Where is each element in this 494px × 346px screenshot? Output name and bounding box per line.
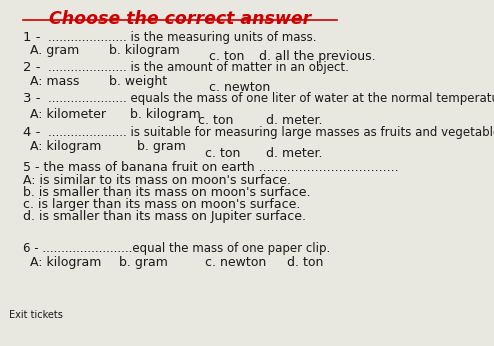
- Text: b. kilogram: b. kilogram: [130, 108, 201, 121]
- Text: b. gram: b. gram: [137, 140, 186, 153]
- Text: d. meter.: d. meter.: [266, 147, 323, 160]
- Text: A: kilogram: A: kilogram: [30, 256, 101, 269]
- Text: ..................... is the measuring units of mass.: ..................... is the measuring u…: [48, 30, 316, 44]
- Text: b. weight: b. weight: [109, 75, 167, 88]
- Text: Choose the correct answer: Choose the correct answer: [49, 10, 311, 28]
- Text: b. gram: b. gram: [120, 256, 168, 269]
- Text: b. kilogram: b. kilogram: [109, 44, 179, 57]
- Text: d. is smaller than its mass on Jupiter surface.: d. is smaller than its mass on Jupiter s…: [23, 210, 306, 223]
- Text: A: is similar to its mass on moon's surface.: A: is similar to its mass on moon's surf…: [23, 174, 291, 187]
- Text: c. ton: c. ton: [198, 114, 234, 127]
- Text: 2 -: 2 -: [23, 62, 41, 74]
- Text: c. ton: c. ton: [209, 50, 244, 63]
- Text: A: mass: A: mass: [30, 75, 80, 88]
- Text: ..................... is the amount of matter in an object.: ..................... is the amount of m…: [48, 62, 349, 74]
- Text: Exit tickets: Exit tickets: [8, 310, 62, 320]
- Text: d. meter.: d. meter.: [266, 114, 323, 127]
- Text: c. newton: c. newton: [205, 256, 266, 269]
- Text: A. gram: A. gram: [30, 44, 79, 57]
- Text: c. ton: c. ton: [205, 147, 241, 160]
- Text: c. newton: c. newton: [209, 81, 270, 94]
- Text: 1 -: 1 -: [23, 30, 41, 44]
- Text: ..................... equals the mass of one liter of water at the normal temper: ..................... equals the mass of…: [48, 92, 494, 105]
- Text: b. is smaller than its mass on moon's surface.: b. is smaller than its mass on moon's su…: [23, 186, 310, 199]
- Text: c. is larger than its mass on moon's surface.: c. is larger than its mass on moon's sur…: [23, 198, 300, 211]
- Text: d. ton: d. ton: [288, 256, 324, 269]
- Text: d. all the previous.: d. all the previous.: [259, 50, 375, 63]
- Text: A: kilogram: A: kilogram: [30, 140, 101, 153]
- Text: A: kilometer: A: kilometer: [30, 108, 106, 121]
- Text: 3 -: 3 -: [23, 92, 41, 105]
- Text: 4 -: 4 -: [23, 126, 40, 139]
- Text: 5 - the mass of banana fruit on earth ...................................: 5 - the mass of banana fruit on earth ..…: [23, 161, 399, 174]
- Text: ..................... is suitable for measuring large masses as fruits and veget: ..................... is suitable for me…: [48, 126, 494, 139]
- Text: 6 - ........................equal the mass of one paper clip.: 6 - ........................equal the ma…: [23, 242, 330, 255]
